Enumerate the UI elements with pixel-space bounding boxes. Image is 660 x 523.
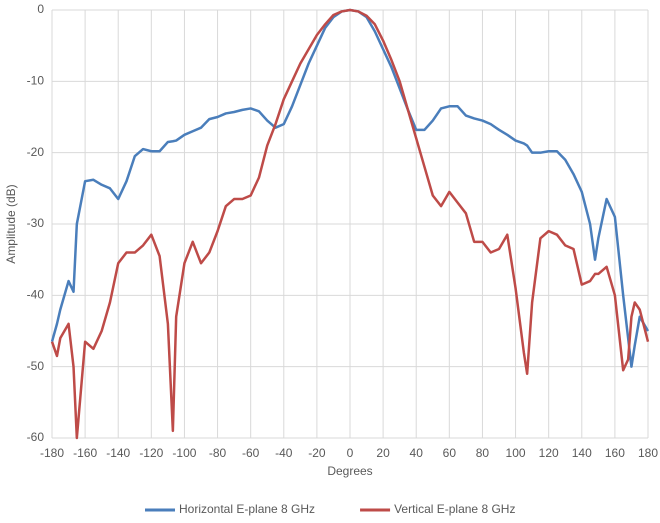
y-tick-label: 0 — [37, 2, 44, 16]
x-axis-label: Degrees — [327, 464, 372, 478]
y-tick-label: -20 — [27, 145, 45, 159]
x-tick-label: 180 — [638, 446, 658, 460]
x-tick-label: -120 — [139, 446, 163, 460]
y-axis-label: Amplitude (dB) — [4, 184, 18, 263]
y-tick-label: -60 — [27, 430, 45, 444]
legend-label: Vertical E-plane 8 GHz — [394, 502, 515, 516]
x-tick-label: -160 — [73, 446, 97, 460]
x-tick-label: -60 — [242, 446, 260, 460]
x-tick-label: 100 — [506, 446, 526, 460]
y-tick-label: -10 — [27, 74, 45, 88]
y-tick-label: -40 — [27, 288, 45, 302]
x-tick-label: 80 — [476, 446, 490, 460]
x-tick-label: 120 — [539, 446, 559, 460]
y-tick-label: -50 — [27, 359, 45, 373]
x-tick-label: -100 — [172, 446, 196, 460]
x-tick-label: -80 — [209, 446, 227, 460]
x-tick-label: 20 — [376, 446, 390, 460]
x-tick-label: 60 — [443, 446, 457, 460]
x-tick-label: 0 — [347, 446, 354, 460]
x-tick-label: -20 — [308, 446, 326, 460]
x-tick-label: 160 — [605, 446, 625, 460]
x-tick-label: -180 — [40, 446, 64, 460]
y-tick-label: -30 — [27, 216, 45, 230]
legend-label: Horizontal E-plane 8 GHz — [179, 502, 315, 516]
x-tick-label: -40 — [275, 446, 293, 460]
series-line — [50, 8, 650, 440]
x-tick-label: -140 — [106, 446, 130, 460]
x-tick-label: 140 — [572, 446, 592, 460]
x-tick-label: 40 — [410, 446, 424, 460]
